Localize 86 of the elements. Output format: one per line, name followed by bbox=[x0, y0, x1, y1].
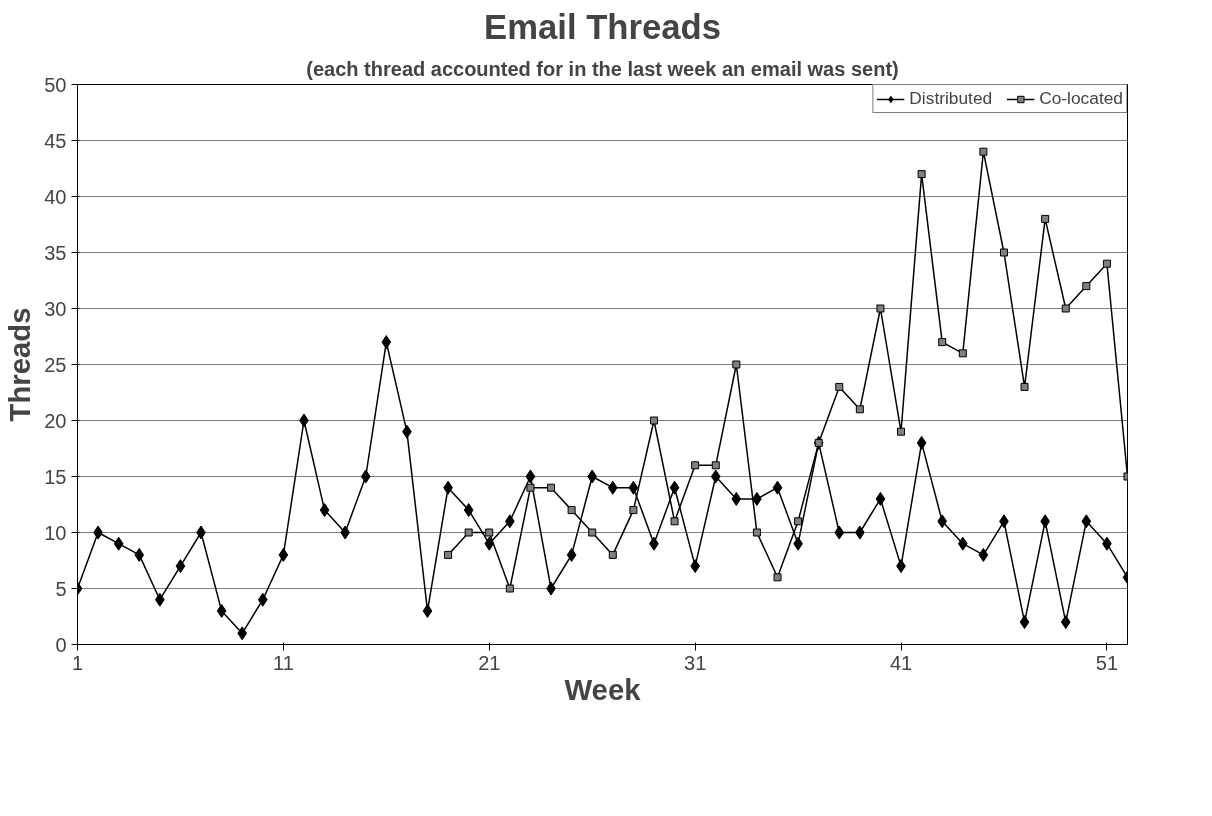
point bbox=[237, 626, 248, 641]
x-tick-label: 11 bbox=[273, 651, 294, 674]
y-tick-label: 5 bbox=[55, 577, 67, 600]
point bbox=[917, 170, 926, 179]
point bbox=[1019, 615, 1030, 630]
x-axis-title: Week bbox=[564, 672, 642, 706]
point bbox=[1020, 382, 1029, 391]
point bbox=[937, 514, 948, 529]
point bbox=[134, 547, 145, 562]
point bbox=[979, 147, 988, 156]
point bbox=[319, 503, 330, 518]
point bbox=[978, 547, 989, 562]
y-tick-label: 30 bbox=[44, 297, 67, 320]
point bbox=[772, 480, 783, 495]
y-tick-label: 0 bbox=[55, 633, 67, 656]
point bbox=[752, 528, 761, 537]
point bbox=[773, 573, 782, 582]
y-tick-label: 10 bbox=[44, 521, 67, 544]
point bbox=[608, 550, 617, 559]
point bbox=[547, 483, 556, 492]
point bbox=[1082, 282, 1091, 291]
point bbox=[999, 248, 1008, 257]
point bbox=[628, 480, 639, 495]
y-tick-label: 20 bbox=[44, 409, 67, 432]
y-tick-label: 45 bbox=[44, 129, 67, 152]
x-tick-label: 31 bbox=[684, 651, 707, 674]
point bbox=[629, 506, 638, 515]
point bbox=[876, 304, 885, 313]
point bbox=[875, 491, 886, 506]
legend-label: Distributed bbox=[909, 88, 993, 109]
point bbox=[670, 517, 679, 526]
y-tick-label: 35 bbox=[44, 241, 67, 264]
point bbox=[587, 469, 598, 484]
point bbox=[505, 584, 514, 593]
point bbox=[526, 483, 535, 492]
point bbox=[916, 435, 927, 450]
point bbox=[257, 592, 268, 607]
point bbox=[1041, 214, 1050, 223]
point bbox=[835, 382, 844, 391]
point bbox=[567, 506, 576, 515]
point bbox=[1061, 304, 1070, 313]
x-tick-label: 21 bbox=[478, 651, 501, 674]
point bbox=[588, 528, 597, 537]
x-tick-label: 1 bbox=[71, 651, 84, 674]
point bbox=[958, 349, 967, 358]
point bbox=[422, 603, 433, 618]
point bbox=[710, 469, 721, 484]
point bbox=[731, 491, 742, 506]
point bbox=[711, 461, 720, 470]
point bbox=[360, 469, 371, 484]
point bbox=[216, 603, 227, 618]
point bbox=[691, 461, 700, 470]
y-axis-title: Threads bbox=[3, 307, 37, 422]
y-tick-label: 25 bbox=[44, 353, 67, 376]
point bbox=[175, 559, 186, 574]
point bbox=[1081, 514, 1092, 529]
point bbox=[938, 338, 947, 347]
point bbox=[113, 536, 124, 551]
legend-label: Co-located bbox=[1039, 88, 1123, 109]
point bbox=[607, 480, 618, 495]
x-tick-label: 51 bbox=[1095, 651, 1119, 674]
point bbox=[566, 547, 577, 562]
point bbox=[669, 480, 680, 495]
point bbox=[278, 547, 289, 562]
y-tick-label: 40 bbox=[44, 185, 67, 208]
point bbox=[855, 405, 864, 414]
point bbox=[834, 525, 845, 540]
point bbox=[463, 503, 474, 518]
point bbox=[794, 517, 803, 526]
y-tick-label: 15 bbox=[44, 465, 67, 488]
point bbox=[464, 528, 473, 537]
point bbox=[732, 360, 741, 369]
point bbox=[1060, 615, 1071, 630]
point bbox=[649, 416, 658, 425]
point bbox=[381, 335, 392, 350]
chart-subtitle: (each thread accounted for in the last week an email was sent) bbox=[306, 57, 899, 80]
point bbox=[484, 536, 495, 551]
y-tick-label: 50 bbox=[44, 73, 67, 96]
point bbox=[525, 469, 536, 484]
point bbox=[485, 528, 494, 537]
point bbox=[1102, 259, 1111, 268]
chart-title: Email Threads bbox=[484, 7, 721, 46]
point bbox=[444, 550, 453, 559]
x-tick-label: 41 bbox=[889, 651, 913, 674]
point bbox=[957, 536, 968, 551]
point bbox=[897, 427, 906, 436]
